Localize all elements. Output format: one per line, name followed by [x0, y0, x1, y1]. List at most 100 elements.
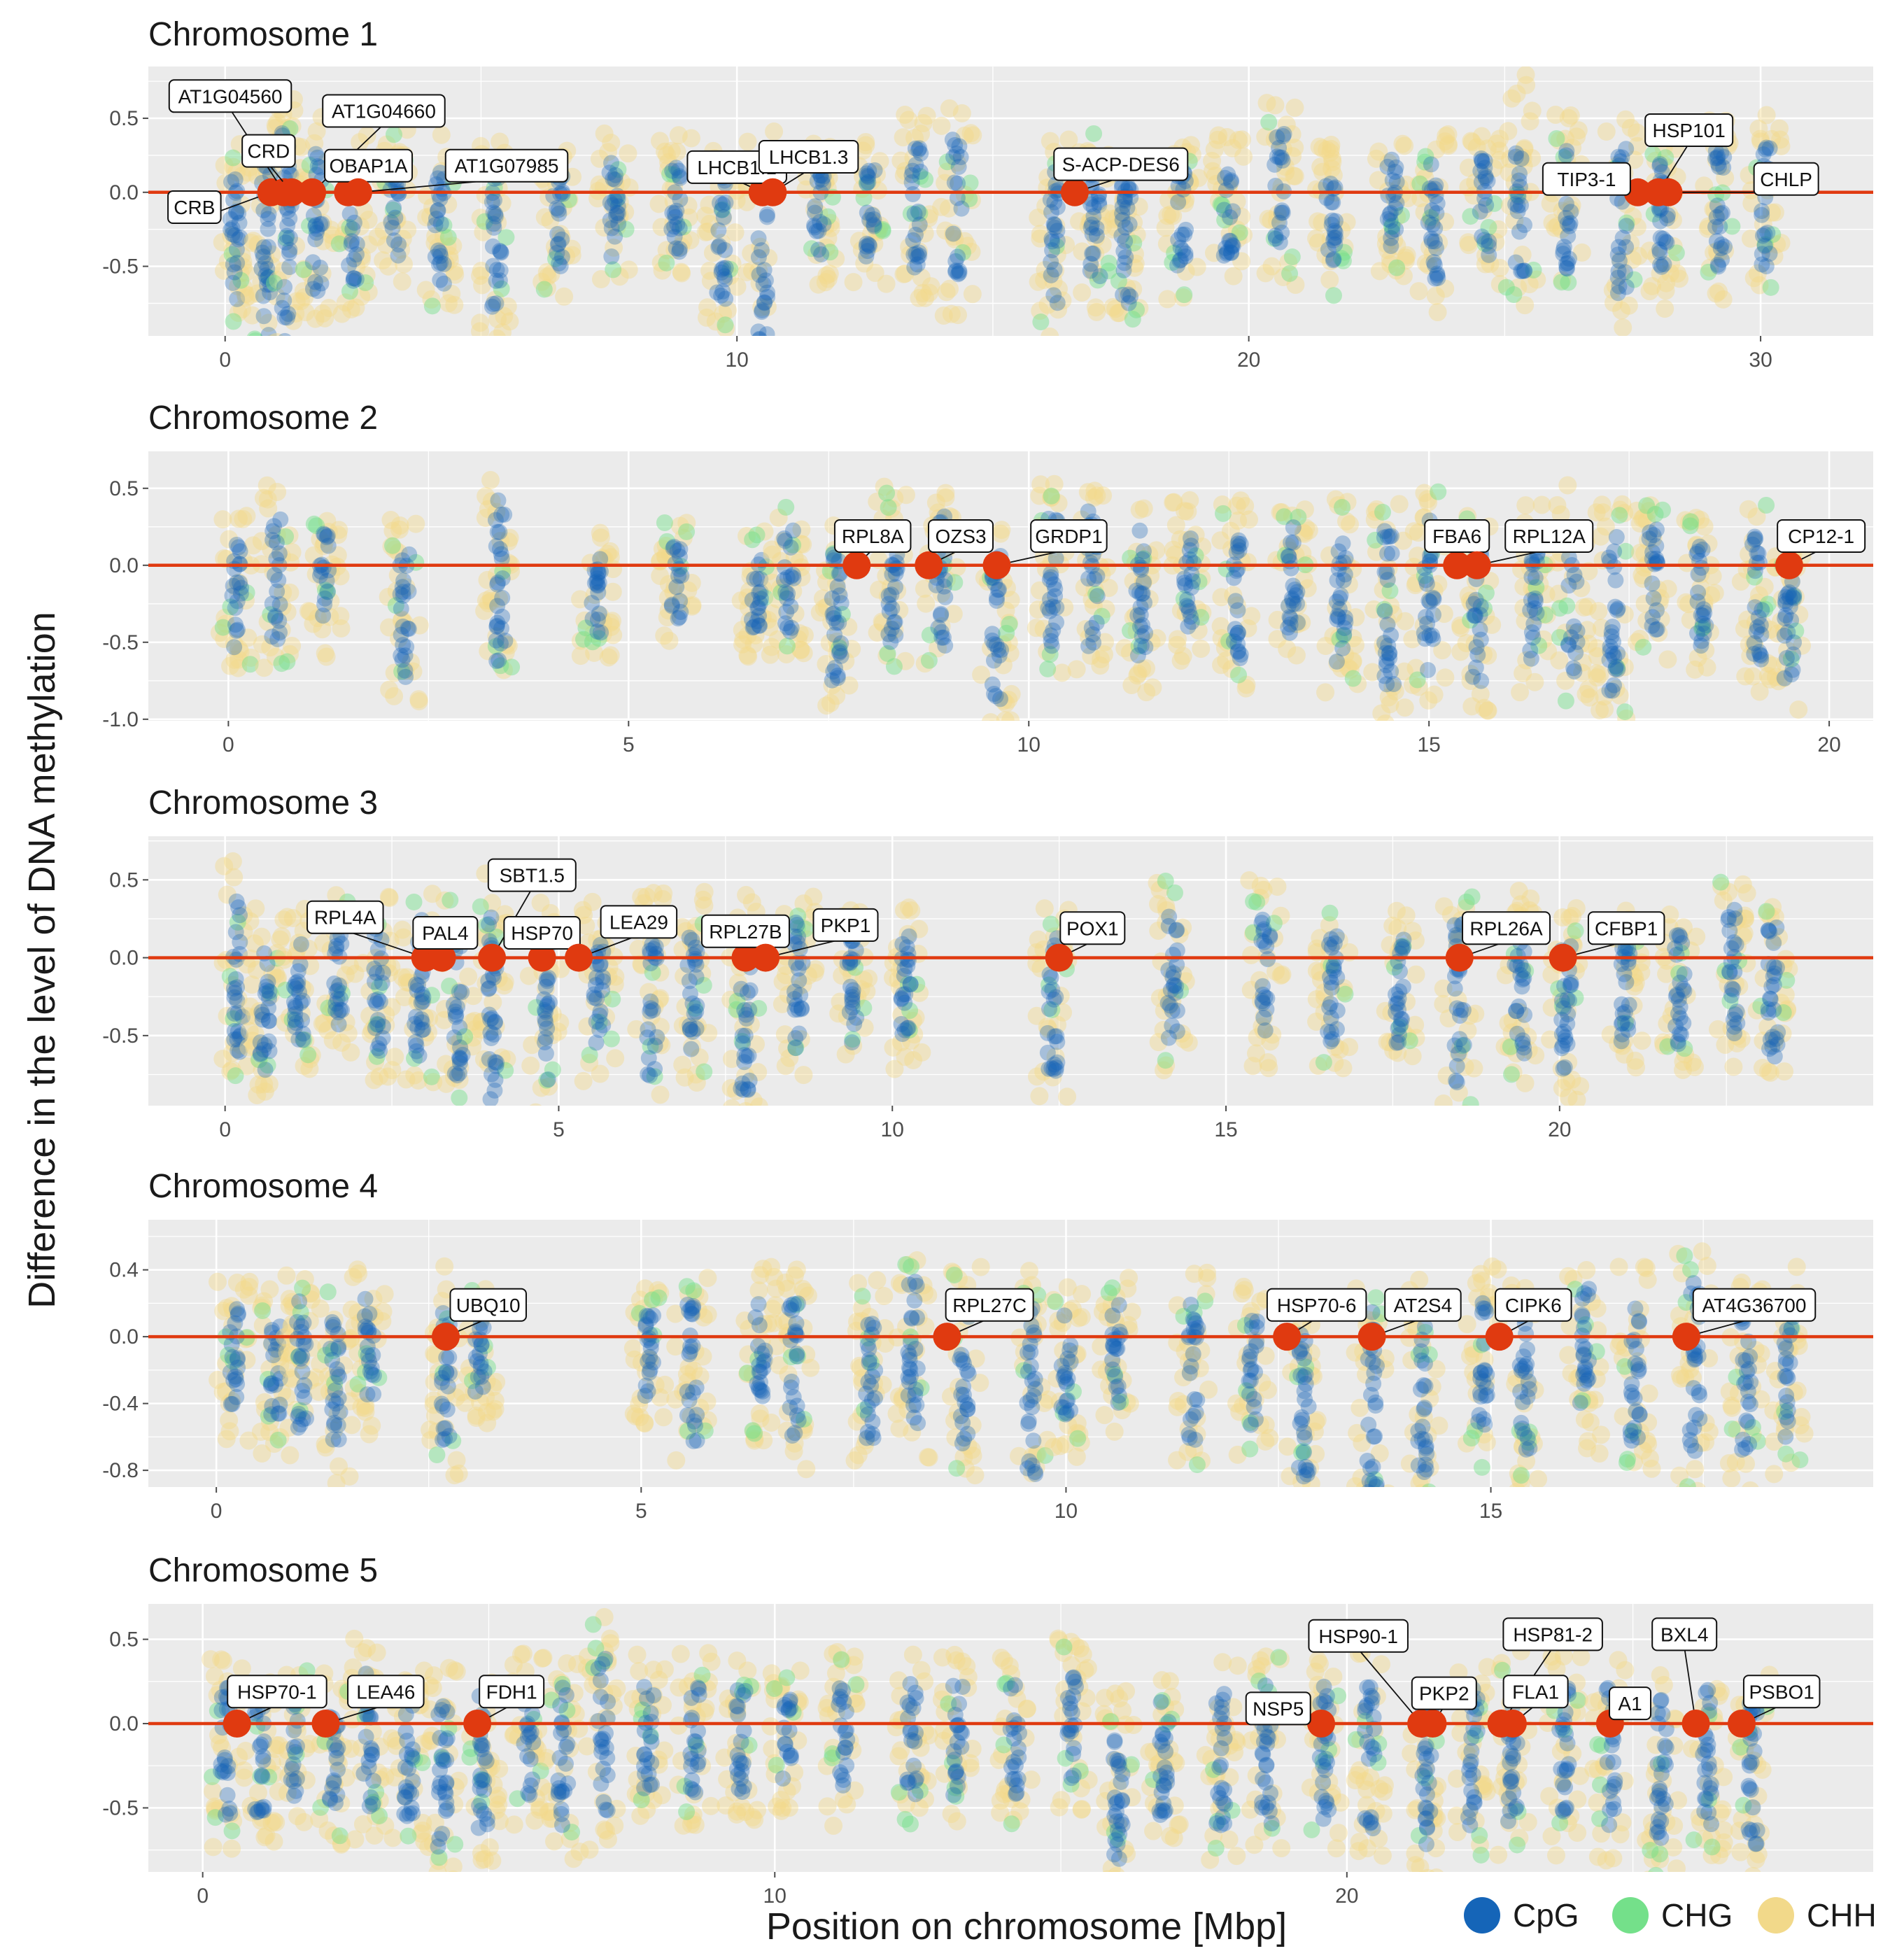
chg-point [1654, 501, 1672, 519]
cpg-point [1477, 168, 1494, 185]
chh-point [397, 968, 416, 987]
chh-point [1059, 130, 1078, 149]
chh-point [1042, 554, 1061, 573]
chh-point [1156, 218, 1175, 237]
cpg-point [736, 1054, 753, 1071]
cpg-point [752, 595, 768, 612]
cpg-point [1323, 939, 1340, 956]
cpg-point [1259, 990, 1276, 1007]
cpg-point [1387, 199, 1404, 216]
chh-point [1397, 246, 1416, 265]
chh-point [1388, 237, 1406, 255]
cpg-point [276, 309, 293, 325]
cpg-point [1218, 246, 1235, 262]
chh-point [831, 992, 849, 1011]
chh-point [1218, 127, 1236, 146]
chh-point [365, 1018, 384, 1037]
cpg-point [232, 1027, 249, 1043]
cpg-point [741, 1001, 758, 1018]
cpg-point [1285, 519, 1302, 536]
cpg-point [1694, 541, 1711, 558]
gene-marker [1775, 551, 1803, 579]
chh-point [653, 540, 672, 558]
cpg-point [897, 986, 914, 1003]
chh-point [1254, 880, 1273, 899]
chh-point [862, 211, 881, 230]
chh-point [1591, 527, 1610, 546]
cpg-point [1424, 216, 1441, 233]
chh-point [1164, 493, 1183, 512]
cpg-point [413, 968, 430, 985]
chh-point [311, 530, 330, 549]
cpg-point [1083, 255, 1099, 272]
chh-point [1341, 515, 1360, 534]
chg-point [1694, 619, 1712, 637]
chh-point [896, 652, 915, 670]
cpg-point [291, 984, 308, 1001]
chh-point [1394, 531, 1413, 550]
chh-point [216, 174, 235, 192]
cpg-point [1644, 551, 1660, 568]
chh-point [1459, 236, 1478, 255]
cpg-point [1336, 619, 1353, 636]
chh-point [749, 1063, 768, 1082]
chh-point [247, 1007, 266, 1026]
gene-label: CFBP1 [1595, 917, 1658, 939]
chh-point [1523, 101, 1542, 120]
chh-point [691, 950, 710, 969]
cpg-point [589, 624, 606, 640]
chh-point [714, 304, 733, 323]
cpg-point [887, 627, 904, 644]
cpg-point [229, 992, 246, 1009]
chg-point [368, 1048, 386, 1065]
chh-point [1687, 535, 1706, 554]
cpg-point [908, 246, 924, 262]
chh-point [597, 1008, 616, 1027]
cpg-point [266, 518, 283, 535]
chh-point [1553, 908, 1572, 927]
chh-point [585, 586, 604, 605]
chh-point [1514, 663, 1532, 682]
cpg-point [603, 220, 620, 237]
chh-point [659, 575, 678, 593]
cpg-point [487, 1071, 504, 1088]
chh-point [1425, 685, 1444, 704]
cpg-point [319, 584, 336, 600]
chh-point [577, 916, 595, 935]
cpg-point [1331, 600, 1348, 617]
cpg-point [371, 1036, 388, 1052]
cpg-point [308, 224, 325, 241]
chh-point [920, 283, 939, 302]
chg-point [998, 624, 1015, 642]
chh-point [1526, 1046, 1545, 1065]
chh-point [1339, 658, 1358, 677]
cpg-point [752, 330, 768, 336]
cpg-point [327, 995, 344, 1012]
cpg-point [1327, 213, 1344, 230]
chh-point [1420, 238, 1439, 257]
cpg-point [1420, 214, 1437, 231]
cpg-point [271, 545, 288, 562]
chh-point [267, 334, 278, 336]
chh-point [1001, 711, 1020, 721]
chh-point [246, 899, 265, 918]
cpg-point [1378, 563, 1395, 580]
cpg-point [609, 204, 626, 221]
chh-point [751, 237, 770, 256]
cpg-point [1049, 223, 1066, 239]
chh-point [1646, 151, 1665, 170]
chh-point [563, 239, 581, 258]
cpg-point [936, 572, 953, 589]
cpg-point [1713, 144, 1730, 161]
cpg-point [451, 1051, 468, 1068]
chg-point [497, 1062, 514, 1079]
cpg-point [1330, 609, 1347, 626]
chh-point [381, 931, 400, 950]
chg-point [675, 218, 692, 236]
chh-point [1698, 658, 1716, 677]
chh-point [1577, 684, 1595, 703]
chh-point [679, 581, 698, 600]
cpg-point [642, 942, 658, 959]
